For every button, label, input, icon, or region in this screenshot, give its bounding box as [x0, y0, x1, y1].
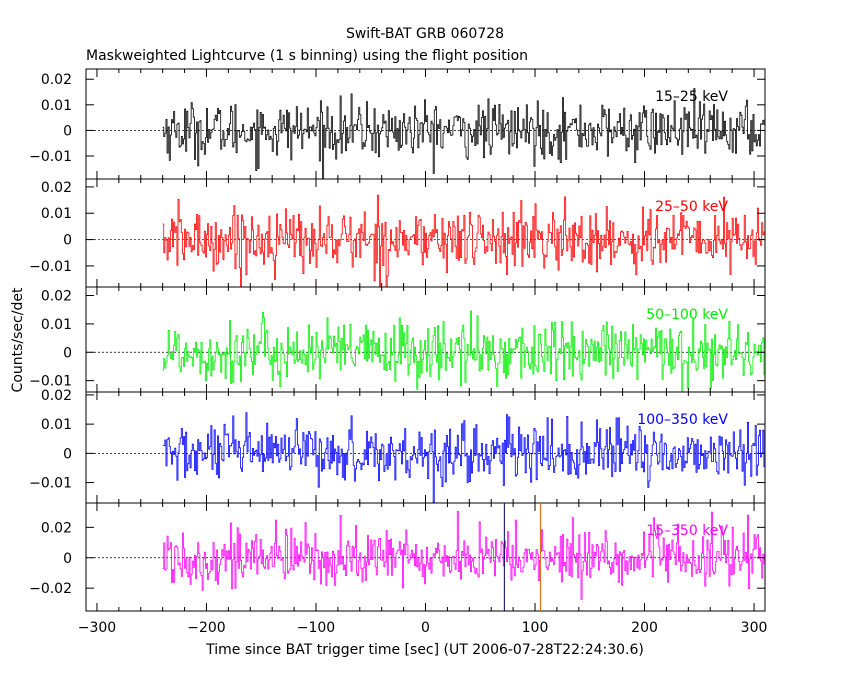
- series-line: [162, 194, 765, 288]
- y-tick-label: 0.01: [41, 206, 72, 222]
- series-label: 15–25 keV: [655, 89, 728, 105]
- y-tick-label: 0.01: [41, 98, 72, 114]
- x-axis-label: Time since BAT trigger time [sec] (UT 20…: [205, 642, 644, 658]
- chart-subtitle: Maskweighted Lightcurve (1 s binning) us…: [86, 48, 528, 64]
- y-tick-label: −0.02: [29, 581, 72, 597]
- series-line: [162, 88, 765, 180]
- x-tick-label: 0: [421, 620, 430, 636]
- y-tick-label: 0.02: [41, 72, 72, 88]
- y-tick-label: −0.01: [29, 149, 72, 165]
- panels-group: 15–25 keV −0.01 0 0.01 0.02 25–50 keV −0.01 0 0.…: [29, 68, 766, 612]
- panel-1: 15–25 keV −0.01 0 0.01 0.02: [29, 68, 766, 180]
- panel-3: 50–100 keV −0.01 0 0.01 0.02: [29, 286, 766, 393]
- series-label: 100–350 keV: [637, 412, 728, 428]
- series-line: [162, 412, 765, 503]
- x-tick-label: −200: [187, 620, 225, 636]
- x-tick-label: 100: [522, 620, 549, 636]
- x-tick-label: 300: [741, 620, 768, 636]
- y-tick-label: −0.01: [29, 374, 72, 390]
- x-tick-label: −300: [78, 620, 116, 636]
- y-tick-label: 0.02: [41, 388, 72, 404]
- series-label: 50–100 keV: [646, 307, 728, 323]
- series-line: [162, 310, 765, 393]
- y-axis-label: Counts/sec/det: [10, 287, 26, 392]
- panel-4: 100–350 keV −0.01 0 0.01 0.02: [29, 388, 766, 504]
- series-label: 15–350 keV: [646, 523, 728, 539]
- y-tick-label: 0: [63, 123, 72, 139]
- y-tick-label: 0.01: [41, 317, 72, 333]
- y-tick-label: 0.02: [41, 180, 72, 196]
- x-tick-label: 200: [631, 620, 658, 636]
- series-line: [162, 511, 765, 600]
- panel-5: 15–350 keV −0.02 0 0.02: [29, 502, 766, 612]
- chart-title: Swift-BAT GRB 060728: [346, 26, 504, 42]
- y-tick-label: 0.02: [41, 520, 72, 536]
- x-tick-label: −100: [297, 620, 335, 636]
- y-tick-label: −0.01: [29, 259, 72, 275]
- y-tick-label: 0: [63, 233, 72, 249]
- panel-frame: [85, 391, 766, 504]
- series-label: 25–50 keV: [655, 199, 728, 215]
- y-tick-label: −0.01: [29, 476, 72, 492]
- panel-2: 25–50 keV −0.01 0 0.01 0.02: [29, 178, 766, 288]
- y-tick-label: 0: [63, 446, 72, 462]
- y-tick-label: 0: [63, 345, 72, 361]
- x-axis: −300 −200 −100 0 100 200 300: [78, 620, 768, 636]
- y-tick-label: 0: [63, 551, 72, 567]
- y-tick-label: 0.01: [41, 417, 72, 433]
- y-tick-label: 0.02: [41, 289, 72, 305]
